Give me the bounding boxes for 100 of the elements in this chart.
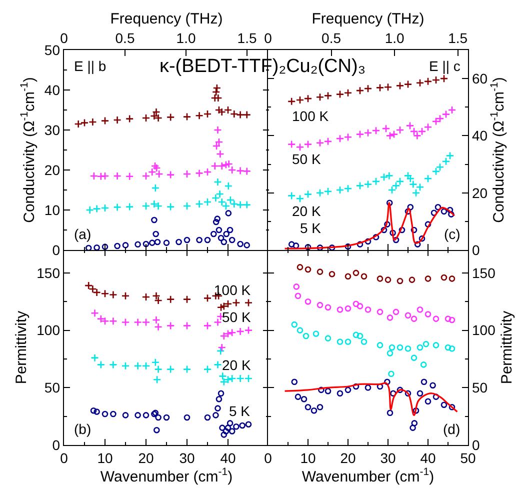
point <box>242 167 252 176</box>
point <box>432 117 440 126</box>
point <box>100 116 110 125</box>
point <box>352 383 360 390</box>
point <box>88 118 97 126</box>
point <box>184 414 190 421</box>
point <box>226 226 234 234</box>
point <box>125 202 134 211</box>
point <box>411 420 418 426</box>
point <box>344 273 352 280</box>
point <box>109 316 118 326</box>
point <box>90 308 99 318</box>
point <box>448 316 456 324</box>
point <box>384 378 390 386</box>
point <box>182 112 192 121</box>
y-tick-label: 0 <box>52 242 60 258</box>
y-tick-label: 0 <box>472 242 480 258</box>
x2-axis-title: Frequency (THz) <box>312 10 424 28</box>
point <box>448 404 456 410</box>
point <box>155 414 162 421</box>
point <box>224 424 232 431</box>
point <box>408 276 416 283</box>
point <box>328 270 336 278</box>
point <box>287 140 296 148</box>
point <box>304 244 312 250</box>
point <box>396 344 404 351</box>
point <box>134 241 141 248</box>
series-label: 100 K <box>214 282 252 298</box>
point <box>296 327 304 334</box>
point <box>440 208 448 215</box>
point <box>316 302 324 308</box>
point <box>182 202 192 210</box>
point <box>396 278 404 284</box>
x2-tick-label: 1.5 <box>237 30 257 46</box>
point <box>344 243 352 250</box>
point <box>236 166 244 175</box>
point <box>304 94 312 103</box>
point <box>242 110 252 119</box>
point <box>96 172 106 181</box>
point <box>288 241 295 248</box>
point <box>214 126 222 134</box>
point <box>344 338 352 345</box>
point <box>212 218 220 226</box>
point <box>142 114 150 122</box>
point <box>166 365 175 374</box>
point <box>344 305 352 312</box>
point <box>404 80 412 88</box>
point <box>396 386 404 394</box>
point <box>142 172 150 180</box>
point <box>364 180 372 188</box>
point <box>380 226 388 234</box>
point <box>352 270 360 276</box>
point <box>404 172 412 180</box>
annotation: E || c <box>429 58 460 74</box>
y-tick-label: 50 <box>472 380 488 396</box>
point <box>244 298 253 307</box>
point <box>90 172 98 180</box>
point <box>304 298 312 305</box>
point <box>356 303 364 310</box>
point <box>296 264 304 270</box>
point <box>446 206 454 214</box>
point <box>96 360 106 369</box>
point <box>292 242 300 249</box>
point <box>92 288 101 297</box>
point <box>110 410 116 418</box>
point <box>210 230 217 238</box>
point <box>226 420 234 426</box>
point <box>304 266 312 273</box>
point <box>398 226 406 234</box>
point <box>316 404 324 410</box>
point <box>344 88 352 98</box>
point <box>287 192 296 200</box>
annotation: E || b <box>74 58 106 74</box>
point <box>424 77 432 86</box>
point <box>420 378 428 386</box>
point <box>432 342 440 348</box>
point <box>125 172 134 181</box>
point <box>407 204 414 210</box>
point <box>203 198 212 206</box>
point <box>344 386 352 394</box>
y-tick-label: 0 <box>472 436 480 453</box>
point <box>142 202 150 210</box>
point <box>80 118 89 127</box>
point <box>182 170 192 178</box>
point <box>324 92 332 100</box>
point <box>364 384 372 391</box>
point <box>380 172 388 182</box>
point <box>386 350 394 356</box>
point <box>152 316 160 324</box>
point <box>218 234 224 242</box>
point <box>293 284 300 290</box>
point <box>436 114 444 123</box>
point <box>90 407 97 414</box>
point <box>442 110 450 118</box>
point <box>218 162 226 170</box>
point <box>444 316 452 322</box>
point <box>216 190 224 198</box>
point <box>222 202 230 210</box>
point <box>237 240 244 248</box>
point <box>440 402 448 408</box>
